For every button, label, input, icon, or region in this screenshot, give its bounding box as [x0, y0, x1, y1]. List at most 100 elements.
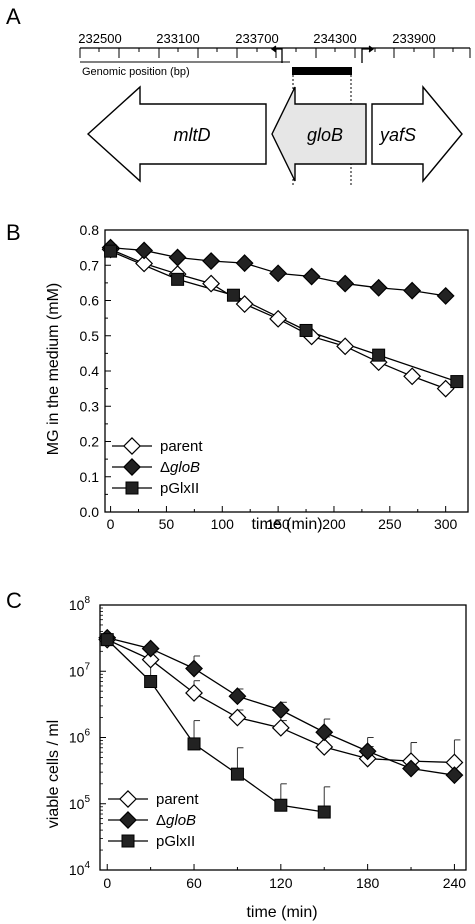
data-point — [123, 458, 141, 476]
data-point — [358, 742, 377, 761]
data-point — [315, 738, 334, 756]
data-point — [315, 723, 334, 742]
data-point — [187, 737, 201, 751]
genome-pos-label: 234300 — [313, 31, 356, 46]
panel-c-letter: C — [6, 588, 22, 613]
genome-map: 232500 233100 233700 234300 233900 Genom… — [78, 31, 471, 185]
data-point — [171, 272, 185, 286]
promoter-arrow-left-icon — [270, 45, 283, 63]
data-point — [141, 639, 160, 658]
x-tick-label: 120 — [269, 875, 293, 891]
x-tick-label: 180 — [356, 875, 380, 891]
x-tick-label: 0 — [103, 875, 111, 891]
gene-yafS-label: yafS — [378, 125, 416, 145]
legend-label: ΔgloB — [156, 812, 196, 829]
data-point — [230, 767, 244, 781]
y-tick-label: 0.8 — [80, 222, 100, 238]
data-point — [336, 337, 355, 356]
promoter-arrow-right-icon — [361, 45, 375, 63]
legend-label: pGlxII — [156, 833, 195, 850]
y-tick-label: 0.5 — [80, 328, 100, 344]
legend-label: parent — [160, 438, 203, 455]
y-tick-label: 0.4 — [80, 363, 100, 379]
data-point — [125, 481, 139, 495]
x-axis-label: time (min) — [251, 516, 322, 533]
x-tick-label: 100 — [211, 516, 235, 532]
data-point — [141, 650, 160, 669]
data-point — [235, 254, 254, 273]
gene-gloB-arrow — [271, 86, 367, 182]
data-point — [445, 766, 464, 785]
data-point — [202, 274, 221, 293]
chart-viable-cells: viable cells / ml time (min) 10410510610… — [45, 595, 467, 921]
genome-pos-label: 233700 — [235, 31, 278, 46]
legend-label: parent — [156, 791, 199, 808]
series-line — [106, 639, 455, 764]
x-tick-label: 150 — [266, 516, 290, 532]
x-tick-label: 240 — [443, 875, 467, 891]
gene-gloB-label: gloB — [307, 125, 343, 145]
data-point — [119, 811, 137, 829]
data-point — [271, 701, 290, 719]
data-point — [403, 367, 422, 386]
y-tick-label: 107 — [69, 661, 91, 679]
y-tick-label: 0.3 — [80, 398, 100, 414]
x-tick-label: 50 — [159, 516, 175, 532]
data-point — [168, 248, 187, 267]
genome-pos-label: 233100 — [156, 31, 199, 46]
genome-axis-label: Genomic position (bp) — [82, 66, 190, 78]
data-point — [202, 252, 221, 270]
y-tick-label: 0.1 — [80, 469, 100, 485]
y-tick-label: 108 — [69, 595, 91, 613]
y-axis-label: MG in the medium (mM) — [45, 283, 62, 455]
data-point — [299, 323, 313, 337]
probe-bar — [292, 67, 352, 75]
data-point — [369, 278, 388, 297]
data-point — [271, 718, 290, 737]
y-tick-label: 0.6 — [80, 293, 100, 309]
y-tick-label: 104 — [69, 860, 91, 878]
y-tick-label: 105 — [69, 794, 91, 812]
data-point — [302, 267, 321, 286]
data-point — [269, 264, 288, 283]
data-point — [436, 286, 455, 305]
y-tick-label: 0.0 — [80, 504, 100, 520]
legend-label: ΔgloB — [160, 459, 200, 476]
plot-area: 104 105 106 107 108 0 60 120 180 240 parent ΔgloB pG… — [69, 595, 467, 891]
data-point — [135, 241, 154, 260]
data-point — [403, 281, 422, 300]
data-point — [269, 309, 288, 328]
data-point — [185, 659, 203, 678]
series-line — [106, 639, 325, 813]
y-tick-label: 106 — [69, 728, 91, 746]
panel-b-letter: B — [6, 220, 21, 245]
y-tick-label: 0.2 — [80, 434, 100, 450]
y-tick-label: 0.7 — [80, 257, 100, 273]
data-point — [372, 348, 386, 362]
gene-mltD-label: mltD — [174, 125, 211, 145]
data-point — [450, 375, 464, 389]
plot-area: 0.0 0.1 0.2 0.3 0.4 0.5 0.6 0.7 0.8 0 50 100 150 200 2… — [80, 222, 469, 532]
legend-label: pGlxII — [160, 480, 199, 497]
gene-mltD-arrow — [86, 85, 267, 183]
data-point — [119, 790, 137, 808]
data-point — [100, 633, 114, 647]
data-point — [123, 437, 141, 455]
gene-yafS-arrow — [371, 85, 463, 183]
x-tick-label: 60 — [186, 875, 202, 891]
genome-pos-label: 232500 — [78, 31, 121, 46]
x-tick-label: 250 — [378, 516, 402, 532]
data-point — [336, 274, 355, 293]
data-point — [402, 759, 420, 778]
data-point — [144, 675, 158, 689]
y-axis-label: viable cells / ml — [45, 720, 62, 828]
x-tick-label: 0 — [107, 516, 115, 532]
genome-pos-label: 233900 — [392, 31, 435, 46]
data-point — [104, 244, 118, 258]
chart-mg-depletion: MG in the medium (mM) time (min) 0.0 0.1 0… — [45, 222, 469, 533]
data-point — [135, 254, 154, 273]
data-point — [228, 687, 247, 706]
data-point — [228, 708, 247, 727]
data-point — [226, 288, 240, 302]
